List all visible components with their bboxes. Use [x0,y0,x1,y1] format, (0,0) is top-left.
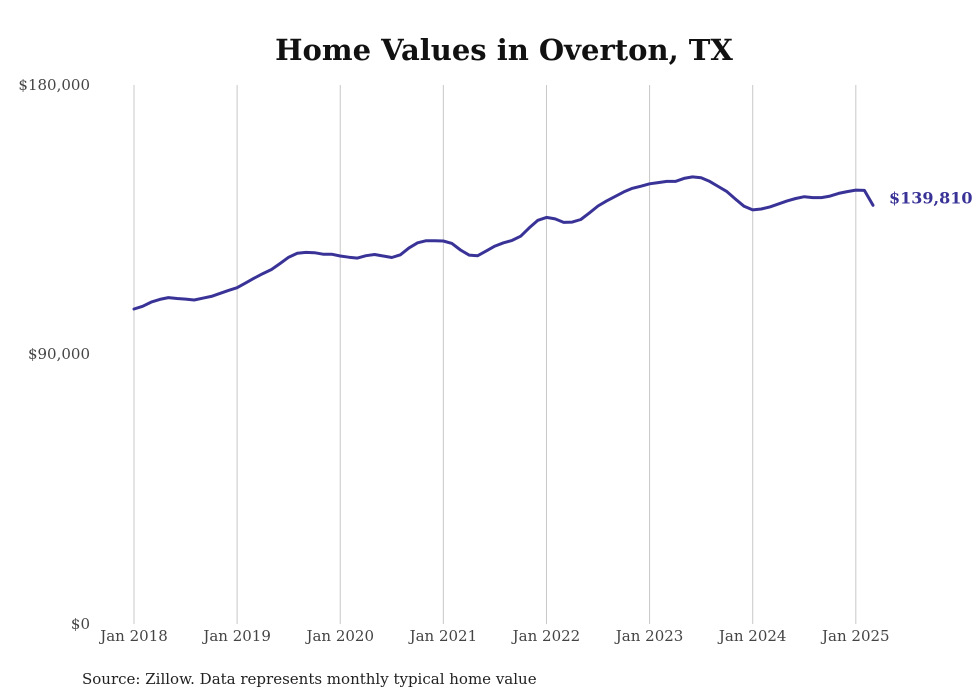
home-value-series-line [132,175,875,311]
x-tick-label-2025: Jan 2025 [820,627,890,645]
x-tick-label-2019: Jan 2019 [201,627,271,645]
y-tick-label-90000: $90,000 [28,345,90,363]
x-tick-label-2022: Jan 2022 [511,627,581,645]
x-tick-label-2018: Jan 2018 [98,627,168,645]
y-tick-label-0: $0 [71,615,90,633]
x-tick-label-2021: Jan 2021 [408,627,478,645]
x-tick-label-2023: Jan 2023 [614,627,684,645]
source-note: Source: Zillow. Data represents monthly … [82,670,537,688]
latest-value-label: $139,810 [889,188,973,207]
chart-title: Home Values in Overton, TX [275,33,733,67]
x-tick-label-2024: Jan 2024 [717,627,787,645]
vertical-gridlines [133,85,857,624]
x-tick-label-2020: Jan 2020 [304,627,374,645]
y-tick-label-180000: $180,000 [18,76,90,94]
x-tick-labels: Jan 2018 Jan 2019 Jan 2020 Jan 2021 Jan … [98,627,889,645]
